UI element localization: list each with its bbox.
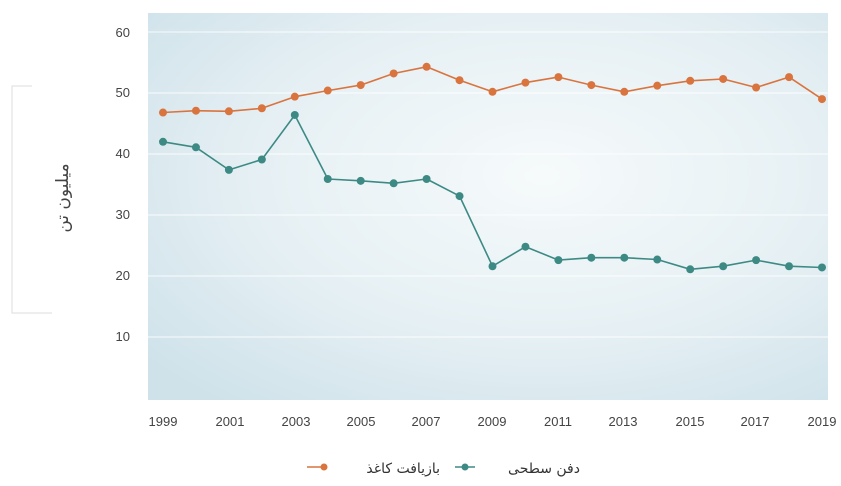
data-point <box>521 242 530 251</box>
y-tick-label: 60 <box>116 25 130 40</box>
legend-marker-landfill <box>461 463 469 471</box>
y-axis-label: میلیون تن <box>53 163 73 232</box>
x-tick-label: 2001 <box>216 414 245 429</box>
legend-marker-paper-recycling <box>320 463 328 471</box>
data-point <box>719 74 728 83</box>
data-point <box>554 256 563 265</box>
data-point <box>159 137 167 146</box>
data-point <box>785 262 794 271</box>
y-tick-label: 40 <box>116 146 130 161</box>
data-point <box>587 81 596 90</box>
data-point <box>488 87 497 96</box>
gridlines <box>148 31 828 338</box>
x-tick-label: 2007 <box>412 414 441 429</box>
data-point <box>455 76 464 85</box>
data-point <box>653 255 662 264</box>
data-point <box>257 155 266 164</box>
data-point <box>290 110 299 119</box>
data-point <box>620 87 629 96</box>
data-point <box>521 78 530 87</box>
data-point <box>356 176 365 185</box>
data-point <box>653 81 662 90</box>
data-point <box>224 165 233 174</box>
y-tick-label: 30 <box>116 207 130 222</box>
data-point <box>224 107 233 116</box>
plot-area <box>148 13 828 400</box>
legend-item-paper-recycling: بازیافت کاغذ <box>307 461 440 477</box>
data-point <box>422 62 431 71</box>
data-point <box>389 69 398 78</box>
data-point <box>587 253 596 262</box>
x-tick-label: 2003 <box>282 414 311 429</box>
data-point <box>191 143 200 152</box>
data-point <box>752 83 761 92</box>
x-tick-label: 2019 <box>808 414 837 429</box>
x-tick-label: 2013 <box>609 414 638 429</box>
data-point <box>191 106 200 115</box>
x-tick-label: 2005 <box>347 414 376 429</box>
data-point <box>488 262 497 271</box>
x-tick-label: 2009 <box>478 414 507 429</box>
series-1 <box>159 110 826 274</box>
series-0 <box>159 62 826 117</box>
data-point <box>686 76 695 85</box>
data-point <box>389 179 398 188</box>
y-tick-label: 20 <box>116 268 130 283</box>
legend-item-landfill: دفن سطحی <box>455 461 580 477</box>
data-point <box>159 108 167 117</box>
data-point <box>686 265 695 274</box>
data-point <box>818 263 826 272</box>
data-point <box>554 73 563 82</box>
data-point <box>323 175 332 184</box>
data-point <box>785 73 794 82</box>
data-point <box>356 81 365 90</box>
x-tick-label: 2015 <box>676 414 705 429</box>
data-point <box>719 262 728 271</box>
series-layer <box>159 62 826 274</box>
data-point <box>818 95 826 104</box>
data-point <box>455 192 464 201</box>
x-tick-label: 1999 <box>149 414 178 429</box>
x-axis-tick-labels: 1999 2001 2003 2005 2007 2009 2011 2013 … <box>149 414 837 429</box>
data-point <box>290 92 299 101</box>
x-tick-label: 2011 <box>544 414 572 429</box>
y-tick-label: 50 <box>116 85 130 100</box>
data-point <box>752 256 761 265</box>
data-point <box>323 86 332 95</box>
data-point <box>620 253 629 262</box>
legend-label-paper-recycling: بازیافت کاغذ <box>366 461 440 477</box>
data-point <box>422 175 431 184</box>
legend: بازیافت کاغذ دفن سطحی <box>307 461 580 477</box>
y-axis-tick-labels: 10 20 30 40 50 60 <box>116 25 130 344</box>
y-axis-label-bracket <box>11 85 52 314</box>
y-tick-label: 10 <box>116 329 130 344</box>
data-point <box>257 104 266 113</box>
legend-label-landfill: دفن سطحی <box>508 461 580 477</box>
x-tick-label: 2017 <box>741 414 770 429</box>
